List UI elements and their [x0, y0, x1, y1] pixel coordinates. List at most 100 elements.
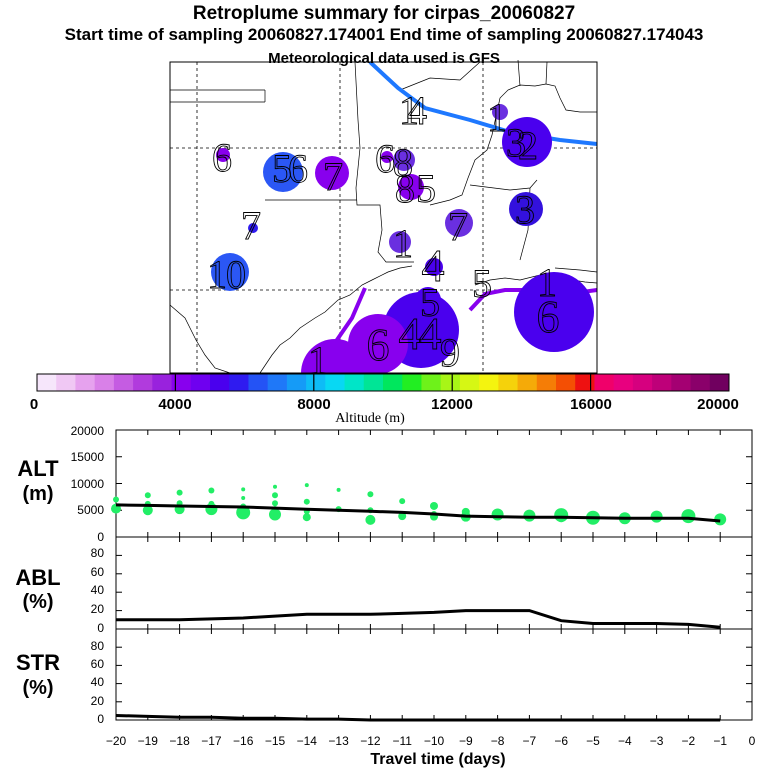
abl-ytick: 60 [91, 565, 105, 579]
colorbar-cell [498, 374, 519, 391]
plume-day-label: 1 [393, 221, 413, 266]
x-tick-label: −9 [459, 734, 473, 748]
colorbar-cell [171, 374, 192, 391]
plume-day-label: 2 [518, 123, 538, 168]
plume-day-label: 8 [393, 140, 413, 185]
x-tick-label: −8 [491, 734, 505, 748]
plume-day-label: 7 [323, 154, 343, 199]
str-ytick: 60 [91, 657, 105, 671]
plume-day-label: 4 [399, 308, 422, 359]
alt-scatter-point [714, 513, 727, 526]
alt-scatter-point [303, 498, 310, 505]
colorbar-cell [709, 374, 730, 391]
alt-ytick: 20000 [71, 424, 105, 438]
alt-scatter-point [272, 500, 278, 507]
alt-scatter-point [208, 487, 215, 494]
timeseries-panels: ALT (m) 20000 15000 10000 5000 0 ABL (%)… [15, 424, 755, 768]
colorbar-cell [575, 374, 595, 391]
colorbar-cell [56, 374, 76, 391]
x-tick-label: −3 [650, 734, 664, 748]
plume-day-label: 3 [506, 120, 526, 165]
plume-blob [211, 253, 249, 291]
plume-blob [393, 149, 415, 171]
colorbar-cell [594, 374, 615, 391]
colorbar-cell [229, 374, 249, 391]
figure-title: Retroplume summary for cirpas_20060827 [192, 3, 576, 24]
plume-blob [509, 192, 543, 226]
alt-ytick: 0 [97, 530, 104, 544]
alt-scatter-point [365, 514, 376, 525]
alt-scatter-point [491, 508, 504, 521]
alt-scatter-point [681, 509, 696, 524]
str-ytick: 80 [91, 639, 105, 653]
alt-label: ALT [17, 456, 59, 481]
x-tick-label: −18 [169, 734, 190, 748]
plume-day-label: 6 [212, 135, 232, 180]
alt-scatter-point [650, 510, 663, 523]
colorbar-cell [75, 374, 96, 391]
x-tick-label: −12 [360, 734, 381, 748]
plume-blob [216, 148, 230, 162]
sampling-time-line: Start time of sampling 20060827.174001 E… [64, 25, 704, 44]
alt-scatter-point [269, 508, 281, 521]
alt-ytick: 10000 [71, 477, 105, 491]
abl-ytick: 20 [91, 602, 105, 616]
colorbar-cell [190, 374, 211, 391]
colorbar-cell [479, 374, 499, 391]
colorbar-tick: 8000 [297, 396, 330, 413]
plume-day-label: 1 [537, 260, 557, 305]
plume-day-label: 6 [537, 291, 560, 342]
colorbar-cell [94, 374, 115, 391]
colorbar-cell [37, 374, 57, 391]
alt-scatter-point [176, 489, 183, 496]
alt-scatter-point [241, 487, 246, 492]
colorbar-cell [652, 374, 672, 391]
x-tick-label: −7 [523, 734, 537, 748]
plume-blob [398, 174, 424, 200]
x-tick-label: −5 [586, 734, 600, 748]
x-tick-label: −11 [392, 734, 412, 748]
colorbar-tick: 20000 [697, 396, 739, 413]
x-tick-label: −17 [201, 734, 222, 748]
str-ytick: 0 [97, 712, 104, 726]
x-tick-label: −13 [328, 734, 349, 748]
plume-blob [315, 156, 349, 190]
plume-day-label: 6 [288, 146, 308, 191]
plume-day-label: 6 [367, 319, 390, 370]
plume-blob [502, 117, 552, 167]
plume-day-label: 5 [472, 261, 492, 306]
alt-scatter-point [304, 483, 309, 488]
abl-line [116, 609, 721, 629]
met-data-line: Meteorological data used is GFS [268, 50, 500, 67]
plume-day-label: 4 [407, 88, 427, 133]
colorbar-cell [517, 374, 538, 391]
colorbar-cell [344, 374, 365, 391]
alt-scatter-point [523, 509, 536, 522]
plume-day-label: 8 [395, 166, 415, 211]
colorbar-cell [459, 374, 480, 391]
alt-scatter-point [144, 492, 151, 499]
x-tick-label: −15 [265, 734, 286, 748]
plume-day-label: 1 [308, 338, 328, 383]
colorbar-cell [613, 374, 634, 391]
x-tick-label: −2 [682, 734, 696, 748]
plume-day-label: 5 [272, 146, 292, 191]
plume-blob [263, 152, 303, 192]
plume-day-label: 3 [515, 187, 535, 232]
plume-blob [248, 223, 258, 233]
x-tick-label: −16 [233, 734, 254, 748]
alt-scatter-point [336, 487, 341, 492]
alt-scatter-point [142, 505, 153, 516]
panel-frame [115, 429, 753, 721]
colorbar-cell [556, 374, 576, 391]
plume-blob [514, 272, 594, 352]
colorbar-cell [690, 374, 711, 391]
alt-scatter-point [241, 495, 246, 500]
plume-day-label: 7 [241, 203, 261, 248]
alt-scatter-point [430, 501, 438, 510]
colorbar-cell [440, 374, 461, 391]
colorbar-cell [632, 374, 653, 391]
